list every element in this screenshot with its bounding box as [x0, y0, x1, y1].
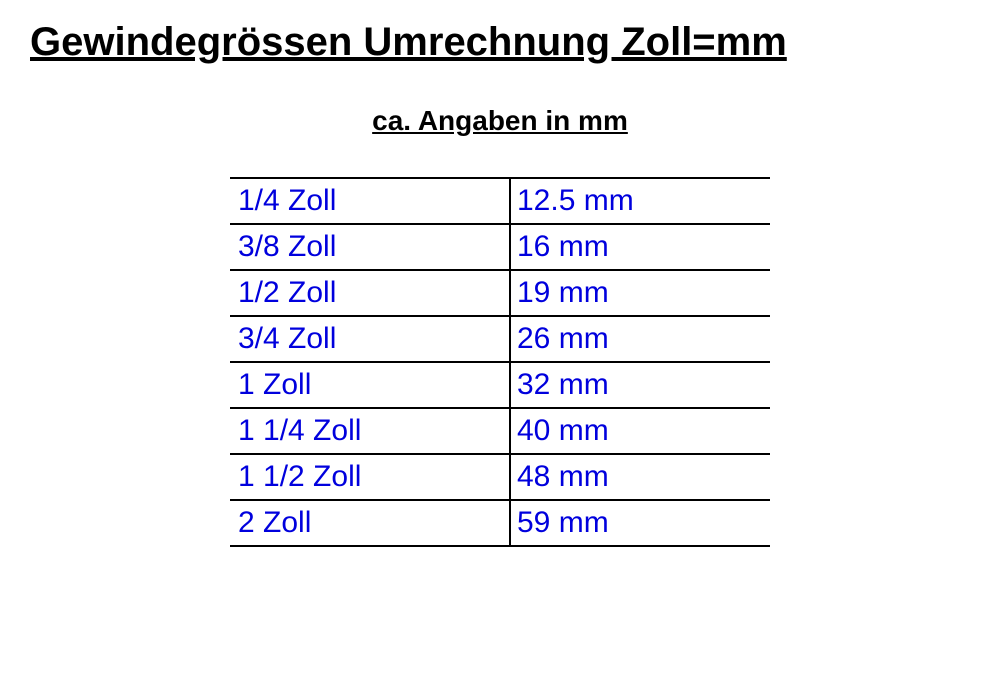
conversion-table: 1/4 Zoll 12.5 mm 3/8 Zoll 16 mm 1/2 Zoll…: [230, 177, 770, 547]
cell-zoll: 3/8 Zoll: [230, 224, 510, 270]
cell-mm: 19 mm: [510, 270, 770, 316]
page-subtitle: ca. Angaben in mm: [0, 105, 1000, 137]
cell-mm: 32 mm: [510, 362, 770, 408]
cell-zoll: 1 1/4 Zoll: [230, 408, 510, 454]
table-row: 2 Zoll 59 mm: [230, 500, 770, 546]
conversion-table-container: 1/4 Zoll 12.5 mm 3/8 Zoll 16 mm 1/2 Zoll…: [0, 177, 1000, 547]
cell-zoll: 1 1/2 Zoll: [230, 454, 510, 500]
table-row: 3/4 Zoll 26 mm: [230, 316, 770, 362]
table-row: 1 Zoll 32 mm: [230, 362, 770, 408]
cell-mm: 59 mm: [510, 500, 770, 546]
cell-mm: 16 mm: [510, 224, 770, 270]
cell-zoll: 3/4 Zoll: [230, 316, 510, 362]
table-row: 1/2 Zoll 19 mm: [230, 270, 770, 316]
page-title: Gewindegrössen Umrechnung Zoll=mm: [0, 20, 1000, 65]
cell-zoll: 1/2 Zoll: [230, 270, 510, 316]
cell-mm: 26 mm: [510, 316, 770, 362]
cell-mm: 48 mm: [510, 454, 770, 500]
table-row: 1 1/4 Zoll 40 mm: [230, 408, 770, 454]
table-row: 1 1/2 Zoll 48 mm: [230, 454, 770, 500]
cell-mm: 12.5 mm: [510, 178, 770, 224]
table-row: 1/4 Zoll 12.5 mm: [230, 178, 770, 224]
cell-zoll: 1/4 Zoll: [230, 178, 510, 224]
cell-zoll: 2 Zoll: [230, 500, 510, 546]
cell-zoll: 1 Zoll: [230, 362, 510, 408]
cell-mm: 40 mm: [510, 408, 770, 454]
table-row: 3/8 Zoll 16 mm: [230, 224, 770, 270]
